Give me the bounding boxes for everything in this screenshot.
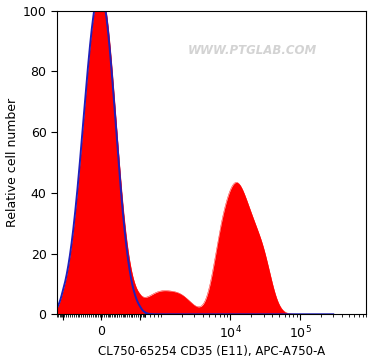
X-axis label: CL750-65254 CD35 (E11), APC-A750-A: CL750-65254 CD35 (E11), APC-A750-A [98,345,325,359]
Y-axis label: Relative cell number: Relative cell number [6,98,19,227]
Text: WWW.PTGLAB.COM: WWW.PTGLAB.COM [187,44,317,56]
